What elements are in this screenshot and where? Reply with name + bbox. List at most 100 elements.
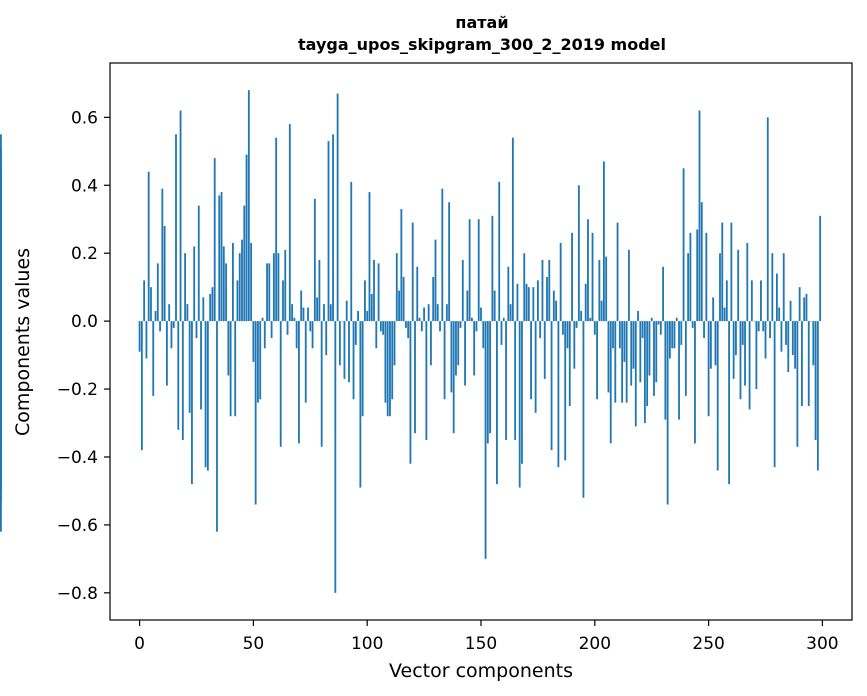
bar <box>138 321 141 352</box>
bar <box>709 321 712 369</box>
bar <box>154 310 157 322</box>
bar <box>323 304 325 322</box>
bar <box>502 317 505 322</box>
bar <box>393 321 396 366</box>
bar <box>780 321 783 352</box>
bar <box>211 287 214 322</box>
bar <box>728 321 730 485</box>
bar <box>609 321 612 444</box>
bar <box>646 321 649 407</box>
bar <box>791 321 794 356</box>
bar <box>541 259 544 322</box>
bar <box>197 205 200 322</box>
bar <box>229 321 232 417</box>
bar <box>741 321 744 345</box>
bar <box>493 290 496 322</box>
bar <box>712 297 715 322</box>
bar <box>730 222 733 322</box>
bar <box>243 205 246 322</box>
y-tick-label: −0.2 <box>57 380 98 400</box>
bar <box>623 321 626 362</box>
bar <box>577 185 580 322</box>
bar <box>489 321 492 434</box>
bar <box>407 321 410 339</box>
bar <box>664 321 667 420</box>
y-tick-label: −0.4 <box>57 448 98 468</box>
bar <box>739 321 742 400</box>
bar <box>165 321 168 386</box>
bar <box>584 283 587 322</box>
bar <box>279 321 282 447</box>
bar <box>630 321 633 386</box>
bar <box>0 134 2 322</box>
bar <box>441 188 444 322</box>
bar <box>432 276 435 322</box>
bar <box>543 321 546 379</box>
bar <box>819 215 822 322</box>
bar <box>188 321 191 413</box>
bar <box>773 321 776 468</box>
bar <box>466 290 469 322</box>
bar <box>404 321 407 328</box>
y-tick-label: 0.2 <box>71 244 98 264</box>
bar <box>612 321 614 349</box>
bar <box>268 263 271 322</box>
bar <box>687 253 690 322</box>
bar <box>643 321 646 424</box>
bar <box>675 317 678 322</box>
bar <box>812 321 815 366</box>
bar <box>418 317 421 322</box>
bar <box>430 321 432 366</box>
bar <box>284 249 287 322</box>
bar <box>778 307 781 322</box>
plot-frame <box>109 62 853 621</box>
bar <box>177 321 180 430</box>
bar <box>532 287 535 322</box>
bar <box>548 259 551 322</box>
bar <box>673 321 676 349</box>
bar <box>327 141 330 322</box>
bar <box>402 276 405 322</box>
bar <box>562 321 564 335</box>
bar <box>202 297 205 322</box>
bar <box>659 321 662 335</box>
y-tick-label: 0.0 <box>71 312 98 332</box>
bar <box>427 304 430 322</box>
bar <box>552 290 555 322</box>
bar <box>186 304 189 322</box>
bar <box>534 321 537 413</box>
bar <box>213 158 216 322</box>
bar <box>486 321 489 444</box>
bar <box>168 304 171 322</box>
bar <box>760 280 762 322</box>
bar <box>796 321 799 447</box>
bar <box>516 283 519 322</box>
bar <box>714 321 717 366</box>
bar <box>377 263 380 322</box>
bar <box>298 321 300 444</box>
bar <box>703 321 705 339</box>
bar <box>389 321 391 417</box>
bar <box>719 253 721 322</box>
bar <box>671 321 674 349</box>
bar <box>354 321 357 345</box>
bar <box>179 110 182 322</box>
bar <box>457 321 460 366</box>
bar <box>589 317 592 322</box>
bar <box>655 321 658 383</box>
bar <box>291 304 293 322</box>
bar <box>662 266 664 322</box>
bar <box>748 321 751 410</box>
bar <box>150 287 152 322</box>
bar <box>600 300 603 322</box>
bar <box>771 253 774 322</box>
bar <box>628 249 630 322</box>
bar <box>505 321 507 440</box>
bar <box>395 253 398 322</box>
bar <box>357 310 359 322</box>
bar <box>650 317 653 322</box>
y-tick-label: 0.6 <box>71 108 98 128</box>
bar <box>302 307 305 322</box>
bar <box>527 287 530 322</box>
bar <box>480 307 482 322</box>
